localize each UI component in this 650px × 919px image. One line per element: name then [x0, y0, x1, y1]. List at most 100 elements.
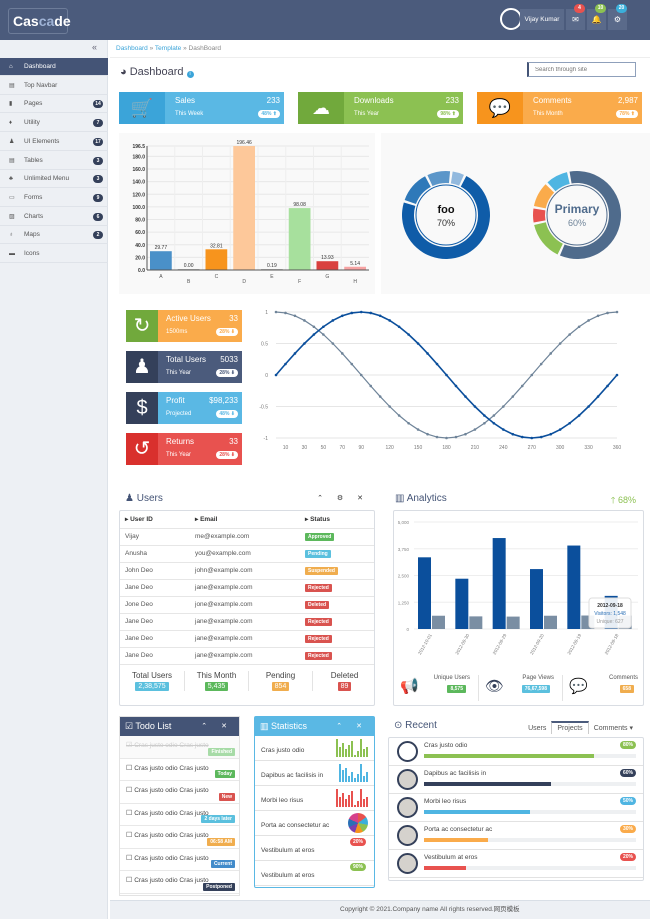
column-header-status[interactable]: ▸ Status — [300, 511, 374, 529]
todo-item[interactable]: ☐ Cras justo odio Cras justo 2 days later — [120, 804, 239, 826]
collapse-icon[interactable]: ⌃ — [201, 723, 208, 730]
tab-comments[interactable]: Comments ▾ — [593, 725, 633, 732]
table-row[interactable]: Jane Deo jane@example.com Rejected — [120, 579, 374, 597]
tab-users[interactable]: Users — [528, 725, 547, 732]
sparkline-bar — [348, 795, 350, 807]
user-menu-button[interactable]: Vijay Kumar — [520, 9, 564, 30]
sidebar-collapse-button[interactable]: « — [92, 42, 98, 52]
data-point — [312, 333, 316, 336]
y-tick-label: 180.0 — [132, 154, 145, 160]
status-cell: Rejected — [300, 630, 374, 648]
table-row[interactable]: Anusha you@example.com Pending — [120, 545, 374, 563]
todo-item[interactable]: ☐ Cras justo odio Cras justo Postponed — [120, 871, 239, 894]
sidebar-item-unlimited-menu[interactable]: ♣ Unlimited Menu 3 — [0, 170, 108, 189]
todo-item[interactable]: ☑ Cras justo odio Cras justo Finished — [120, 736, 239, 759]
column-header-user-id[interactable]: ▸ User ID — [120, 511, 190, 529]
statistics-header: ▥ Statistics ⌃ ✕ — [255, 717, 374, 736]
progress-fill — [424, 782, 552, 786]
checkbox[interactable]: ☐ — [126, 854, 135, 862]
gear-icon[interactable]: ⚙ — [336, 495, 344, 502]
table-row[interactable]: Jone Deo jone@example.com Deleted — [120, 596, 374, 614]
data-point — [502, 405, 505, 408]
breadcrumb-link[interactable]: Template — [154, 45, 182, 52]
close-icon[interactable]: ✕ — [356, 723, 362, 730]
recent-item[interactable]: Cras justo odio 80% — [389, 738, 643, 766]
count-badge: 17 — [93, 137, 103, 146]
collapse-icon[interactable]: ⌃ — [336, 723, 343, 730]
search-input[interactable] — [527, 62, 636, 77]
avatar[interactable] — [500, 8, 522, 30]
sidebar-item-icons[interactable]: ▬ Icons — [0, 245, 108, 263]
data-point — [549, 432, 552, 436]
data-point — [407, 333, 410, 336]
todo-item[interactable]: ☐ Cras justo odio Cras justo Today — [120, 759, 239, 781]
todo-item[interactable]: ☐ Cras justo odio Cras justo Current — [120, 849, 239, 871]
table-row[interactable]: Jane Deo jane@example.com Rejected — [120, 647, 374, 665]
tab-projects[interactable]: Projects — [551, 721, 589, 734]
sidebar-item-tables[interactable]: ▤ Tables 3 — [0, 152, 108, 170]
checkbox[interactable]: ☐ — [126, 877, 135, 884]
checkbox[interactable]: ☑ — [126, 742, 135, 749]
recent-item[interactable]: Porta ac consectetur ac 30% — [389, 822, 643, 850]
y-tick-label: 5,000 — [398, 520, 410, 525]
line-chart: -1 -0.5 0 0.5 1 10 30 50 70 90 120 150 180 210 240 270 3… — [259, 310, 621, 451]
bar-value-label: 13.93 — [321, 255, 334, 261]
progress-track — [424, 754, 636, 758]
todo-item[interactable]: ☐ Cras justo odio Cras justo New — [120, 781, 239, 804]
y-tick-label: 3,750 — [398, 547, 410, 552]
collapse-icon[interactable]: ⌃ — [317, 495, 323, 502]
recent-item[interactable]: Dapibus ac facilisis in 60% — [389, 766, 643, 794]
user-email: jane@example.com — [190, 647, 300, 665]
close-icon[interactable]: ✕ — [221, 723, 227, 730]
sidebar-item-forms[interactable]: ▭ Forms 9 — [0, 189, 108, 207]
stat-box-downloads: ☁ Downloads This Year 233 98% ⬆ — [298, 92, 463, 124]
gears-button[interactable]: ⚙ — [608, 9, 627, 30]
status-badge: Suspended — [305, 566, 338, 575]
status-badge: Rejected — [305, 583, 332, 592]
data-point — [539, 362, 543, 366]
progress-badge: 30% — [619, 825, 636, 833]
sidebar-item-utility[interactable]: ♦ Utility 7 — [0, 114, 108, 133]
sidebar-item-maps[interactable]: ♁ Maps 2 — [0, 226, 108, 245]
todo-tag: Postponed — [203, 882, 235, 891]
metric-label: Unique Users — [433, 675, 470, 681]
checkbox[interactable]: ☐ — [126, 787, 135, 794]
sidebar-item-charts[interactable]: ▨ Charts 6 — [0, 208, 108, 226]
column-header-email[interactable]: ▸ Email — [190, 511, 300, 529]
x-tick-label: 330 — [584, 445, 593, 451]
envelope-button[interactable]: ✉ — [566, 9, 585, 30]
status-cell: Deleted — [300, 596, 374, 614]
table-row[interactable]: Vijay me@example.com Approved — [120, 528, 374, 546]
sidebar-item-pages[interactable]: ▮ Pages 14 — [0, 95, 108, 114]
bar-visitors — [492, 538, 506, 629]
sidebar-item-dashboard[interactable]: ⌂ Dashboard — [0, 58, 108, 76]
avatar — [397, 825, 418, 846]
bell-button[interactable]: 🔔 — [587, 9, 606, 30]
data-point — [492, 414, 496, 417]
checkbox[interactable]: ☐ — [126, 809, 135, 817]
todo-item[interactable]: ☐ Cras justo odio Cras justo 06:58 AM — [120, 826, 239, 849]
data-point — [464, 432, 467, 436]
table-row[interactable]: John Deo john@example.com Suspended — [120, 562, 374, 580]
checkbox[interactable]: ☐ — [126, 832, 135, 839]
data-point — [606, 384, 609, 388]
table-row[interactable]: Jane Deo jane@example.com Rejected — [120, 630, 374, 648]
sidebar-item-top-navbar[interactable]: ▤ Top Navbar — [0, 77, 108, 95]
close-icon[interactable]: ✕ — [357, 495, 363, 502]
recent-item[interactable]: Vestibulum at eros 20% — [389, 850, 643, 878]
bar-H — [344, 266, 366, 270]
table-row[interactable]: Jane Deo jane@example.com Rejected — [120, 613, 374, 631]
y-tick-label: 60.0 — [135, 230, 145, 236]
sidebar-item-ui-elements[interactable]: ♟ UI Elements 17 — [0, 133, 108, 151]
data-point — [369, 311, 373, 315]
tile-title: Total Users — [166, 355, 207, 364]
checkbox[interactable]: ☐ — [126, 764, 135, 772]
logo[interactable]: Cascade ▮ — [8, 8, 71, 53]
x-tick-label: D — [242, 279, 246, 285]
recent-item[interactable]: Morbi leo risus 50% — [389, 794, 643, 822]
status-badge: Rejected — [305, 651, 332, 660]
data-point — [596, 395, 600, 398]
breadcrumb-link[interactable]: Dashboard — [116, 45, 148, 52]
user-id: Jone Deo — [120, 596, 190, 614]
dollar-icon: $ — [126, 392, 158, 424]
